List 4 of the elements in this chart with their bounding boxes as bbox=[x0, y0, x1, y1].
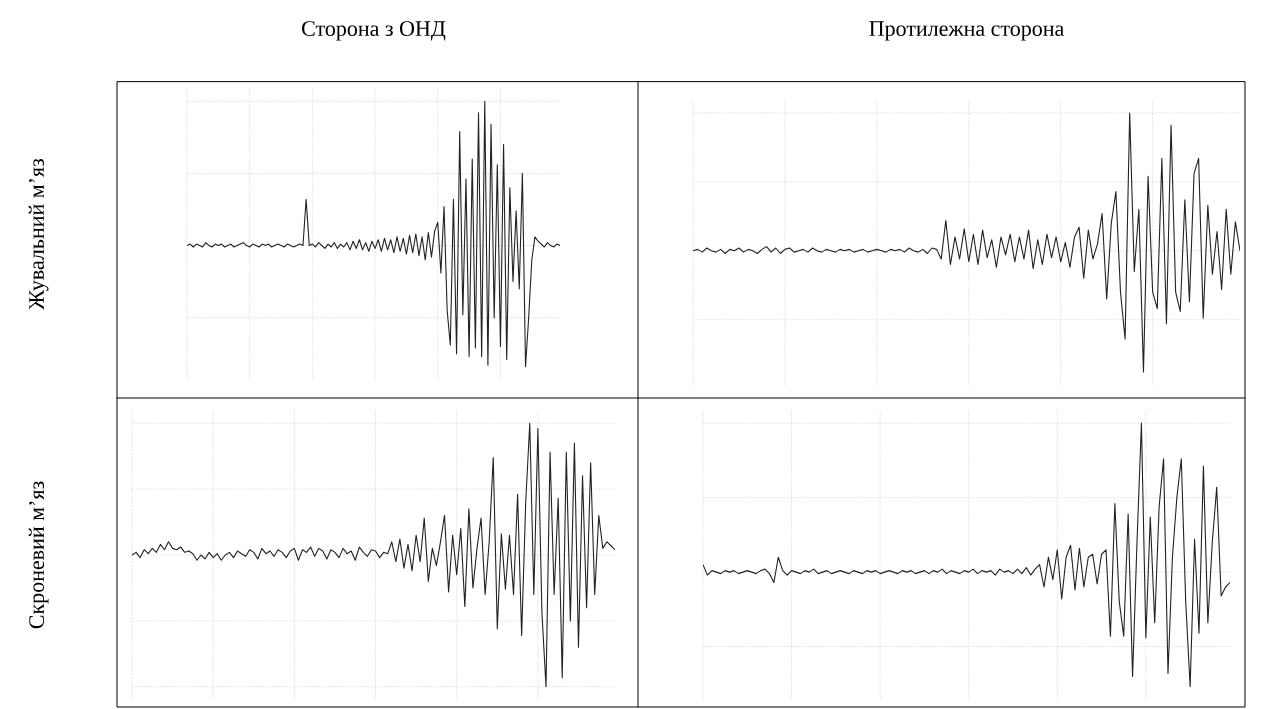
y-axis-title: Скроневий м’яз bbox=[28, 481, 49, 629]
y-axis-title: Жувальний м’яз bbox=[28, 158, 49, 310]
chart-title: Сторона з ОНД bbox=[302, 21, 446, 41]
chart-title: Протилежна сторона bbox=[869, 21, 1065, 41]
